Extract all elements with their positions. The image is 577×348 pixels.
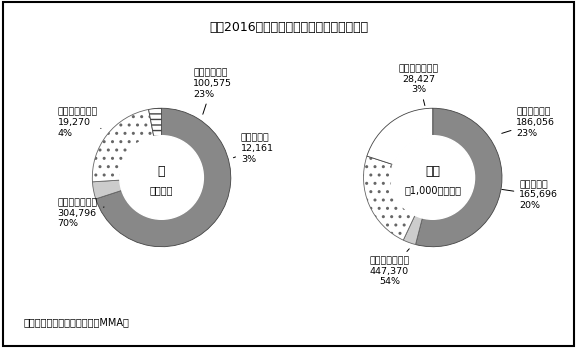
Circle shape [391,136,474,219]
Wedge shape [415,108,502,247]
Text: イングランド
100,575
23%: イングランド 100,575 23% [193,69,233,114]
Text: （出所）英国海洋管理機構（MMA）: （出所）英国海洋管理機構（MMA） [23,317,129,327]
Wedge shape [149,108,162,138]
Text: イングランド
186,056
23%: イングランド 186,056 23% [502,108,556,137]
Wedge shape [364,156,415,240]
Text: ウェールズ
12,161
3%: ウェールズ 12,161 3% [233,134,274,164]
Wedge shape [92,180,123,199]
Circle shape [120,136,203,219]
Text: 北アイルランド
28,427
3%: 北アイルランド 28,427 3% [398,64,439,105]
Wedge shape [367,108,433,165]
Text: （トン）: （トン） [150,185,173,196]
Wedge shape [92,110,154,182]
Text: （1,000ポンド）: （1,000ポンド） [404,185,461,196]
Text: 図　2016年の水産物の国内水揚げ量と金額: 図 2016年の水産物の国内水揚げ量と金額 [209,21,368,34]
Text: 金額: 金額 [425,165,440,178]
Text: ウェールズ
165,696
20%: ウェールズ 165,696 20% [502,180,559,210]
Text: スコットランド
447,370
54%: スコットランド 447,370 54% [369,249,410,286]
Text: スコットランド
304,796
70%: スコットランド 304,796 70% [58,199,104,228]
Wedge shape [403,214,423,245]
Text: 北アイルランド
19,270
4%: 北アイルランド 19,270 4% [58,108,101,137]
Text: 量: 量 [158,165,165,178]
Wedge shape [96,108,231,247]
